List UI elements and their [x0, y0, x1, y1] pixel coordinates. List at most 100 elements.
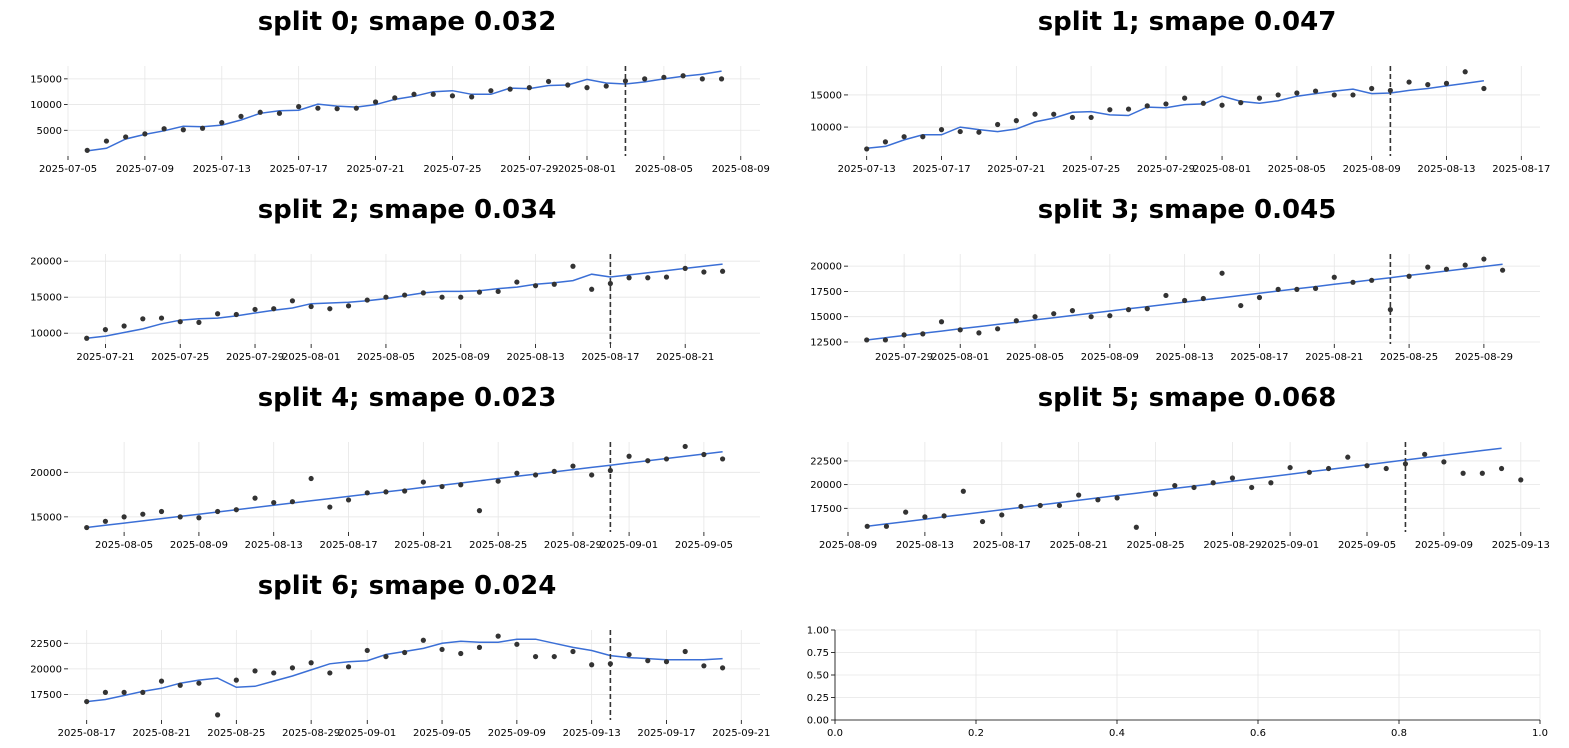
data-point — [1383, 465, 1389, 472]
data-point — [1076, 492, 1082, 498]
data-point — [252, 306, 258, 313]
data-point — [327, 306, 333, 312]
x-tick-label: 0.6 — [1250, 728, 1266, 739]
data-point — [1350, 279, 1356, 285]
data-point — [1350, 92, 1356, 98]
x-tick-label: 0.2 — [968, 728, 984, 739]
data-point — [551, 653, 557, 660]
panel-2: split 2; smape 0.034 10000 15000 20000 2025-… — [30, 195, 760, 363]
data-point — [1364, 463, 1370, 469]
data-point — [430, 91, 436, 97]
data-point — [1088, 314, 1094, 320]
data-point — [1013, 318, 1019, 324]
data-point — [719, 268, 726, 274]
data-point — [1325, 465, 1332, 472]
data-point — [364, 647, 370, 654]
data-point — [1056, 502, 1063, 509]
data-point — [1163, 101, 1169, 107]
data-point — [252, 495, 258, 501]
data-point — [102, 518, 109, 524]
fit-line — [87, 70, 722, 152]
data-point — [102, 327, 109, 333]
data-point — [626, 275, 632, 281]
data-point — [289, 499, 296, 505]
x-tick-label: 2025-08-17 — [1230, 352, 1288, 363]
x-tick-label: 2025-07-05 — [39, 164, 97, 175]
data-point — [1125, 106, 1132, 112]
x-tick-label: 2025-08-09 — [432, 352, 490, 363]
data-point — [570, 463, 576, 469]
x-tick-label: 2025-09-05 — [1338, 540, 1396, 551]
data-point — [276, 110, 283, 116]
data-point — [922, 514, 928, 520]
data-point — [233, 677, 239, 683]
x-tick-label: 2025-07-25 — [423, 164, 481, 175]
data-point — [1032, 314, 1038, 320]
x-tick-label: 2025-08-21 — [394, 540, 452, 551]
x-tick-label: 2025-08-17 — [319, 540, 377, 551]
data-point — [420, 479, 426, 485]
x-tick-label: 2025-08-01 — [558, 164, 616, 175]
panel-title: split 1; smape 0.047 — [1038, 7, 1337, 37]
data-point — [102, 689, 109, 695]
panel-0: split 0; smape 0.032 5000 10000 15000 2025-0… — [30, 7, 770, 175]
data-point — [864, 337, 870, 343]
data-point — [327, 504, 333, 510]
data-point — [1191, 484, 1197, 491]
x-tick-label: 2025-08-17 — [1492, 164, 1550, 175]
x-tick-label: 2025-08-01 — [282, 352, 340, 363]
data-point — [439, 294, 445, 300]
data-point — [1051, 311, 1057, 317]
y-tick-label: 20000 — [30, 664, 62, 675]
data-point — [938, 127, 945, 133]
data-point — [84, 335, 90, 341]
data-point — [1037, 502, 1043, 509]
data-point — [1268, 480, 1274, 486]
data-point — [121, 689, 127, 695]
data-point — [1499, 267, 1506, 273]
fit-line — [86, 638, 723, 703]
x-tick-label: 2025-07-25 — [1062, 164, 1120, 175]
x-tick-label: 2025-07-21 — [987, 164, 1045, 175]
data-point — [864, 146, 870, 152]
data-point — [699, 76, 705, 82]
data-point — [199, 125, 206, 131]
data-point — [680, 73, 686, 79]
data-point — [882, 337, 889, 343]
data-point — [1238, 100, 1244, 106]
x-tick-label: 2025-09-21 — [712, 728, 770, 739]
x-tick-label: 2025-08-25 — [1126, 540, 1184, 551]
data-point — [1460, 470, 1466, 476]
data-point — [719, 456, 726, 462]
data-point — [383, 489, 389, 495]
x-tick-label: 2025-08-09 — [819, 540, 877, 551]
data-point — [1275, 92, 1281, 98]
data-point — [383, 653, 389, 660]
data-point — [177, 319, 183, 325]
panel-3: split 3; smape 0.045 12500 15000 17500 20000… — [810, 195, 1540, 363]
data-point — [645, 458, 651, 464]
data-point — [995, 326, 1001, 332]
data-point — [196, 680, 202, 686]
y-tick-label: 1.00 — [807, 626, 829, 637]
x-tick-label: 2025-08-29 — [544, 540, 602, 551]
x-tick-label: 2025-08-29 — [1203, 540, 1261, 551]
data-point — [1294, 90, 1300, 96]
data-point — [701, 269, 707, 275]
data-point — [1312, 88, 1319, 94]
data-point — [514, 470, 520, 476]
data-point — [663, 456, 670, 462]
panel-title: split 0; smape 0.032 — [258, 7, 557, 37]
x-tick-label: 2025-07-13 — [838, 164, 896, 175]
data-point — [233, 507, 239, 513]
data-point — [392, 95, 398, 101]
data-point — [372, 99, 379, 105]
data-point — [1051, 111, 1057, 117]
x-tick-label: 2025-08-21 — [656, 352, 714, 363]
data-point — [920, 134, 926, 140]
y-tick-label: 20000 — [30, 468, 62, 479]
y-tick-label: 20000 — [810, 262, 842, 273]
data-point — [903, 509, 909, 515]
y-tick-label: 22500 — [810, 456, 842, 467]
data-point — [1107, 107, 1113, 113]
